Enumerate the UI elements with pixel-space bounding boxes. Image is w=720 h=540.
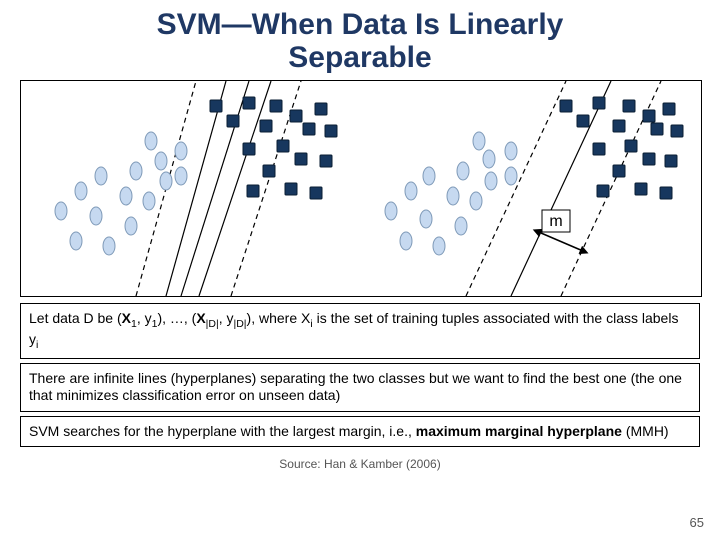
explanation-text: There are infinite lines (hyperplanes) s… [20,363,700,412]
definition-text: Let data D be (X1, y1), …, (X|D|, y|D|),… [20,303,700,359]
svg-text:m: m [549,213,562,230]
p3-b: maximum marginal hyperplane [416,423,622,439]
mmh-text: SVM searches for the hyperplane with the… [20,416,700,448]
slide-title: SVM—When Data Is Linearly Separable [0,0,720,74]
p3-a: SVM searches for the hyperplane with the… [29,423,416,439]
p1-e: ), where X [247,310,311,326]
p3-c: (MMH) [622,423,669,439]
source-citation: Source: Han & Kamber (2006) [0,457,720,471]
svm-diagram: m [20,80,702,297]
p1-x1: X [122,310,131,326]
p1-d: , y [219,310,234,326]
p1-c: ), …, ( [157,310,196,326]
p1-b: , y [137,310,152,326]
title-line-1: SVM—When Data Is Linearly [0,8,720,41]
page-number: 65 [690,515,704,530]
title-line-2: Separable [0,41,720,74]
p2-text: There are infinite lines (hyperplanes) s… [29,370,682,404]
p1-xd: X [196,310,205,326]
p1-a: Let data D be ( [29,310,122,326]
